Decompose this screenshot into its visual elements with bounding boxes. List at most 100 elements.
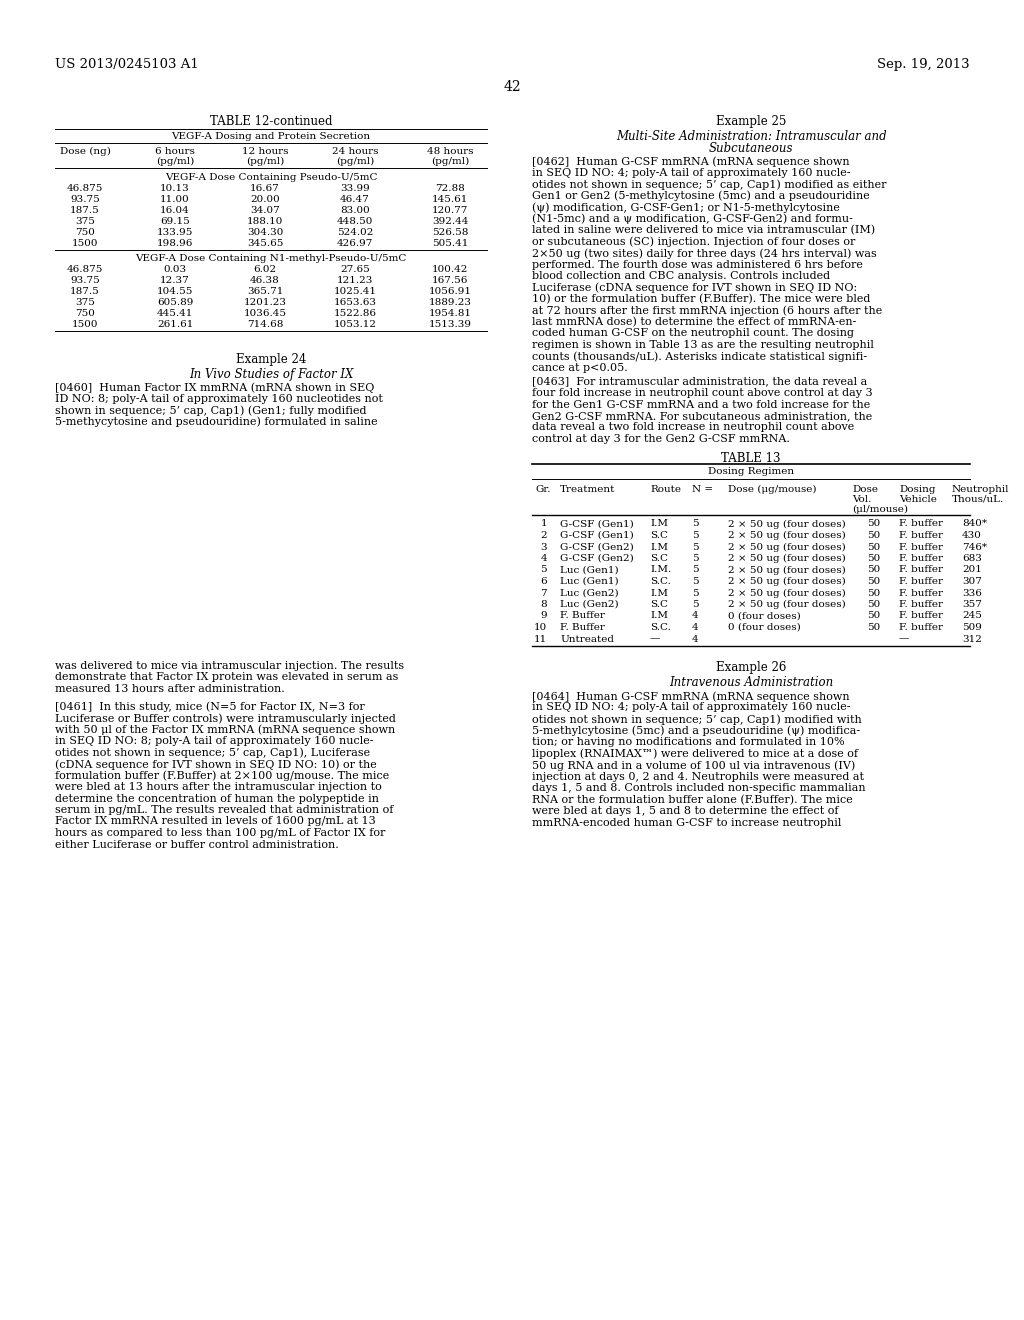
Text: 198.96: 198.96 <box>157 239 194 248</box>
Text: 50: 50 <box>867 623 881 632</box>
Text: Luc (Gen2): Luc (Gen2) <box>560 589 618 598</box>
Text: I.M: I.M <box>650 589 668 598</box>
Text: 46.875: 46.875 <box>67 265 103 275</box>
Text: 840*: 840* <box>962 520 987 528</box>
Text: 430: 430 <box>962 531 982 540</box>
Text: (pg/ml): (pg/ml) <box>431 157 469 166</box>
Text: 50: 50 <box>867 520 881 528</box>
Text: 11.00: 11.00 <box>160 195 189 205</box>
Text: (pg/ml): (pg/ml) <box>336 157 374 166</box>
Text: Thous/uL.: Thous/uL. <box>952 495 1005 503</box>
Text: Gen2 G-CSF mmRNA. For subcutaneous administration, the: Gen2 G-CSF mmRNA. For subcutaneous admin… <box>532 411 872 421</box>
Text: 1201.23: 1201.23 <box>244 298 287 308</box>
Text: 505.41: 505.41 <box>432 239 468 248</box>
Text: (cDNA sequence for IVT shown in SEQ ID NO: 10) or the: (cDNA sequence for IVT shown in SEQ ID N… <box>55 759 377 770</box>
Text: 2×50 ug (two sites) daily for three days (24 hrs interval) was: 2×50 ug (two sites) daily for three days… <box>532 248 877 259</box>
Text: 375: 375 <box>75 216 95 226</box>
Text: Neutrophil: Neutrophil <box>952 484 1010 494</box>
Text: Example 24: Example 24 <box>236 352 306 366</box>
Text: F. buffer: F. buffer <box>899 520 943 528</box>
Text: 121.23: 121.23 <box>337 276 373 285</box>
Text: Untreated: Untreated <box>560 635 614 644</box>
Text: 5-methycytosine and pseudouridine) formulated in saline: 5-methycytosine and pseudouridine) formu… <box>55 417 378 428</box>
Text: 5: 5 <box>692 601 698 609</box>
Text: 2 × 50 ug (four doses): 2 × 50 ug (four doses) <box>728 520 846 528</box>
Text: S.C.: S.C. <box>650 577 671 586</box>
Text: 750: 750 <box>75 228 95 238</box>
Text: Luc (Gen2): Luc (Gen2) <box>560 601 618 609</box>
Text: 1653.63: 1653.63 <box>334 298 377 308</box>
Text: 50: 50 <box>867 611 881 620</box>
Text: [0463]  For intramuscular administration, the data reveal a: [0463] For intramuscular administration,… <box>532 376 867 387</box>
Text: 1522.86: 1522.86 <box>334 309 377 318</box>
Text: 2 × 50 ug (four doses): 2 × 50 ug (four doses) <box>728 531 846 540</box>
Text: data reveal a two fold increase in neutrophil count above: data reveal a two fold increase in neutr… <box>532 422 854 433</box>
Text: 750: 750 <box>75 309 95 318</box>
Text: F. Buffer: F. Buffer <box>560 611 605 620</box>
Text: 714.68: 714.68 <box>247 319 284 329</box>
Text: 0.03: 0.03 <box>164 265 186 275</box>
Text: F. buffer: F. buffer <box>899 543 943 552</box>
Text: F. buffer: F. buffer <box>899 577 943 586</box>
Text: 2: 2 <box>541 531 547 540</box>
Text: [0461]  In this study, mice (N=5 for Factor IX, N=3 for: [0461] In this study, mice (N=5 for Fact… <box>55 701 365 711</box>
Text: counts (thousands/uL). Asterisks indicate statistical signifi-: counts (thousands/uL). Asterisks indicat… <box>532 351 867 362</box>
Text: RNA or the formulation buffer alone (F.Buffer). The mice: RNA or the formulation buffer alone (F.B… <box>532 795 853 805</box>
Text: 48 hours: 48 hours <box>427 147 473 156</box>
Text: I.M.: I.M. <box>650 565 672 574</box>
Text: Dosing Regimen: Dosing Regimen <box>708 467 794 477</box>
Text: 33.99: 33.99 <box>340 183 370 193</box>
Text: 5: 5 <box>692 565 698 574</box>
Text: 312: 312 <box>962 635 982 644</box>
Text: 524.02: 524.02 <box>337 228 373 238</box>
Text: 187.5: 187.5 <box>70 286 100 296</box>
Text: Vol.: Vol. <box>852 495 871 503</box>
Text: lipoplex (RNAIMAX™) were delivered to mice at a dose of: lipoplex (RNAIMAX™) were delivered to mi… <box>532 748 858 759</box>
Text: F. buffer: F. buffer <box>899 589 943 598</box>
Text: 0 (four doses): 0 (four doses) <box>728 611 801 620</box>
Text: in SEQ ID NO: 8; poly-A tail of approximately 160 nucle-: in SEQ ID NO: 8; poly-A tail of approxim… <box>55 737 374 746</box>
Text: 69.15: 69.15 <box>160 216 189 226</box>
Text: hours as compared to less than 100 pg/mL of Factor IX for: hours as compared to less than 100 pg/mL… <box>55 828 385 838</box>
Text: lated in saline were delivered to mice via intramuscular (IM): lated in saline were delivered to mice v… <box>532 224 876 235</box>
Text: 245: 245 <box>962 611 982 620</box>
Text: mmRNA-encoded human G-CSF to increase neutrophil: mmRNA-encoded human G-CSF to increase ne… <box>532 817 842 828</box>
Text: VEGF-A Dose Containing Pseudo-U/5mC: VEGF-A Dose Containing Pseudo-U/5mC <box>165 173 377 182</box>
Text: 1036.45: 1036.45 <box>244 309 287 318</box>
Text: G-CSF (Gen2): G-CSF (Gen2) <box>560 554 634 564</box>
Text: in SEQ ID NO: 4; poly-A tail of approximately 160 nucle-: in SEQ ID NO: 4; poly-A tail of approxim… <box>532 168 851 177</box>
Text: days 1, 5 and 8. Controls included non-specific mammalian: days 1, 5 and 8. Controls included non-s… <box>532 783 865 793</box>
Text: 27.65: 27.65 <box>340 265 370 275</box>
Text: 5: 5 <box>692 589 698 598</box>
Text: 0 (four doses): 0 (four doses) <box>728 623 801 632</box>
Text: 46.38: 46.38 <box>250 276 280 285</box>
Text: 10) or the formulation buffer (F.Buffer). The mice were bled: 10) or the formulation buffer (F.Buffer)… <box>532 294 870 305</box>
Text: 307: 307 <box>962 577 982 586</box>
Text: 261.61: 261.61 <box>157 319 194 329</box>
Text: F. Buffer: F. Buffer <box>560 623 605 632</box>
Text: last mmRNA dose) to determine the effect of mmRNA-en-: last mmRNA dose) to determine the effect… <box>532 317 856 327</box>
Text: 509: 509 <box>962 623 982 632</box>
Text: [0460]  Human Factor IX mmRNA (mRNA shown in SEQ: [0460] Human Factor IX mmRNA (mRNA shown… <box>55 381 375 392</box>
Text: 2 × 50 ug (four doses): 2 × 50 ug (four doses) <box>728 554 846 564</box>
Text: 304.30: 304.30 <box>247 228 284 238</box>
Text: 1: 1 <box>541 520 547 528</box>
Text: 605.89: 605.89 <box>157 298 194 308</box>
Text: four fold increase in neutrophil count above control at day 3: four fold increase in neutrophil count a… <box>532 388 872 399</box>
Text: 5: 5 <box>692 554 698 564</box>
Text: 5: 5 <box>541 565 547 574</box>
Text: F. buffer: F. buffer <box>899 554 943 564</box>
Text: Luc (Gen1): Luc (Gen1) <box>560 565 618 574</box>
Text: 3: 3 <box>541 543 547 552</box>
Text: 357: 357 <box>962 601 982 609</box>
Text: F. buffer: F. buffer <box>899 601 943 609</box>
Text: (ψ) modification, G-CSF-Gen1; or N1-5-methylcytosine: (ψ) modification, G-CSF-Gen1; or N1-5-me… <box>532 202 840 213</box>
Text: 1056.91: 1056.91 <box>428 286 471 296</box>
Text: I.M: I.M <box>650 611 668 620</box>
Text: 104.55: 104.55 <box>157 286 194 296</box>
Text: Luciferase (cDNA sequence for IVT shown in SEQ ID NO:: Luciferase (cDNA sequence for IVT shown … <box>532 282 857 293</box>
Text: determine the concentration of human the polypeptide in: determine the concentration of human the… <box>55 793 379 804</box>
Text: In Vivo Studies of Factor IX: In Vivo Studies of Factor IX <box>188 368 353 381</box>
Text: ID NO: 8; poly-A tail of approximately 160 nucleotides not: ID NO: 8; poly-A tail of approximately 1… <box>55 393 383 404</box>
Text: at 72 hours after the first mmRNA injection (6 hours after the: at 72 hours after the first mmRNA inject… <box>532 305 883 315</box>
